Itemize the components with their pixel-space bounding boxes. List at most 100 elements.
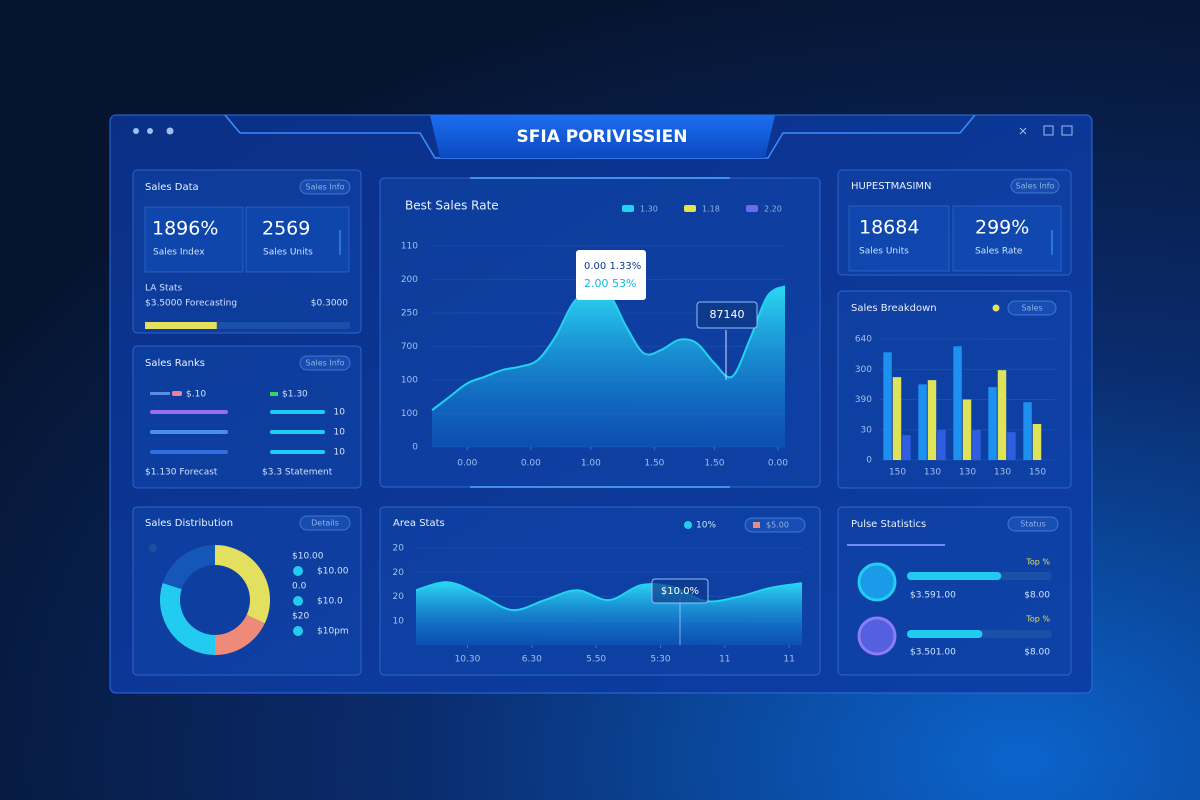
- x-tick-label: 11: [719, 655, 730, 665]
- legend-label: 10%: [696, 521, 716, 531]
- tag[interactable]: Status: [1020, 520, 1046, 529]
- bar: [918, 384, 927, 460]
- row-label: 10: [334, 408, 346, 418]
- stat-value: 18684: [859, 217, 919, 239]
- legend-value: $10pm: [317, 627, 349, 637]
- bar: [997, 370, 1007, 460]
- legend-swatch: [684, 205, 696, 212]
- tag-box[interactable]: [744, 517, 806, 533]
- bar: [902, 435, 911, 460]
- tag-box[interactable]: [299, 515, 351, 531]
- stat-label: Sales Units: [263, 248, 313, 258]
- bar: [927, 380, 937, 460]
- tag[interactable]: Sales Info: [1016, 182, 1055, 191]
- x-tick-label: 5.50: [586, 655, 606, 665]
- tag[interactable]: $5.00: [766, 521, 789, 530]
- progress-fill: [907, 572, 1002, 580]
- tag[interactable]: Sales: [1021, 304, 1042, 313]
- bar: [892, 377, 902, 460]
- y-tick-label: 390: [855, 395, 872, 405]
- row-label: 10: [334, 448, 346, 458]
- tag-box[interactable]: [1010, 178, 1060, 194]
- progress-fill: [145, 322, 217, 329]
- legend-value: $10.00: [317, 567, 349, 577]
- progress-track: [145, 322, 350, 329]
- donut-slice: [215, 614, 265, 655]
- tag-box[interactable]: [299, 179, 351, 195]
- panel-title: Pulse Statistics: [851, 519, 926, 530]
- bar: [1032, 424, 1042, 460]
- y-tick-label: 100: [401, 409, 418, 419]
- x-tick-label: 1.50: [704, 459, 724, 469]
- y-tick-label: 10: [393, 616, 405, 626]
- stat-label: Sales Index: [153, 248, 205, 258]
- y-tick-label: 20: [393, 592, 405, 602]
- header-title: SFIA PORIVISSIEN: [517, 127, 688, 147]
- dot: [149, 544, 157, 552]
- item-label: $3.501.00: [910, 648, 956, 658]
- tag-box[interactable]: [299, 355, 351, 371]
- donut-slice: [162, 545, 215, 590]
- legend-label: 0.0: [292, 582, 307, 592]
- donut-slice: [215, 545, 270, 624]
- bar: [972, 430, 981, 460]
- panel: [837, 169, 1072, 276]
- y-tick-label: 110: [401, 242, 418, 252]
- y-tick-label: 30: [861, 425, 873, 435]
- dot: [992, 304, 1000, 312]
- footer-text: $1.130 Forecast: [145, 468, 218, 478]
- window-controls: [133, 125, 1073, 136]
- y-tick-label: 640: [855, 335, 872, 345]
- item-label: $3.591.00: [910, 591, 956, 601]
- stat-label: Sales Rate: [975, 247, 1023, 257]
- panel-title: Sales Data: [145, 182, 199, 193]
- y-tick-label: 700: [401, 342, 418, 352]
- x-tick-label: 130: [959, 468, 976, 478]
- panel-title: Sales Breakdown: [851, 303, 937, 314]
- stat-value: 1896%: [152, 218, 218, 240]
- panel-title: Sales Distribution: [145, 518, 233, 529]
- x-tick-label: 10.30: [455, 655, 481, 665]
- legend-label: 1.30: [640, 205, 658, 214]
- tag[interactable]: Sales Info: [306, 183, 345, 192]
- x-tick-label: 11: [783, 655, 794, 665]
- sub-text: $3.5000 Forecasting: [145, 299, 237, 309]
- callout: [696, 301, 758, 329]
- legend-label: 2.20: [764, 205, 782, 214]
- item-tag: Top %: [1025, 615, 1050, 624]
- callout: [651, 578, 709, 604]
- tag[interactable]: Sales Info: [306, 359, 345, 368]
- legend-dot: [684, 521, 692, 529]
- bar: [962, 399, 972, 460]
- row-label: 10: [334, 428, 346, 438]
- x-tick-label: 0.00: [768, 459, 788, 469]
- legend-dot: [293, 566, 303, 576]
- bar: [1007, 432, 1016, 460]
- y-tick-label: 300: [855, 365, 872, 375]
- legend-swatch: [746, 205, 758, 212]
- x-tick-label: 6.30: [522, 655, 542, 665]
- legend-value: $10.0: [317, 597, 343, 607]
- bar: [953, 346, 962, 460]
- stat-box: [952, 205, 1062, 272]
- tooltip-text: 2.00 53%: [584, 277, 636, 290]
- legend-label: $10.00: [292, 552, 324, 562]
- row-label: $1.30: [282, 390, 308, 400]
- tag[interactable]: Details: [311, 519, 339, 528]
- bar: [937, 430, 946, 460]
- stat-label: Sales Units: [859, 247, 909, 257]
- bar: [1023, 402, 1032, 460]
- icon: [857, 562, 897, 602]
- item-value: $8.00: [1024, 591, 1050, 601]
- x-tick-label: 130: [924, 468, 941, 478]
- y-tick-label: 100: [401, 376, 418, 386]
- tag-box[interactable]: [1007, 516, 1059, 532]
- legend-dot: [293, 626, 303, 636]
- area-fill: [416, 582, 802, 645]
- list-decor: [150, 391, 325, 454]
- tag-box[interactable]: [1007, 300, 1057, 316]
- callout-text: 87140: [710, 308, 745, 321]
- callout-text: $10.0%: [661, 586, 699, 597]
- stat-box: [144, 206, 244, 273]
